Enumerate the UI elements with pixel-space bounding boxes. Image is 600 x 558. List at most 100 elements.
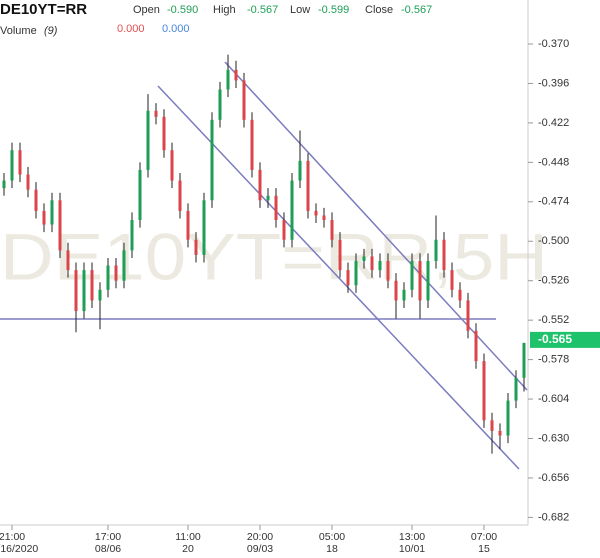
candle-body (466, 300, 470, 331)
x-tick-label: 07:00 (471, 531, 497, 543)
x-tick-label: 05:00 (319, 531, 345, 543)
candle-body (234, 69, 238, 81)
candle-body (354, 260, 358, 286)
x-tick-label: 15 (478, 543, 490, 555)
candle-body (330, 220, 334, 240)
candle-body (450, 270, 454, 290)
x-tick-label: 10/01 (399, 543, 425, 555)
candle-body (10, 150, 14, 181)
field-name: Open (133, 4, 160, 16)
candle-body (74, 270, 78, 312)
candle-body (498, 430, 502, 436)
candle-body (194, 239, 198, 255)
candle-body (338, 239, 342, 271)
y-tick-label: -0.630 (538, 432, 569, 444)
candle-body (362, 256, 366, 261)
candle-body (482, 361, 486, 421)
candle-body (18, 150, 22, 175)
field-value: -0.590 (167, 4, 198, 16)
x-tick-label: 07/16/2020 (0, 543, 38, 555)
candle-body (162, 116, 166, 151)
y-tick-label: -0.422 (538, 117, 569, 129)
candle-body (186, 210, 190, 240)
field-value: -0.567 (401, 4, 432, 16)
candle-body (274, 195, 278, 221)
x-tick-label: 08/06 (95, 543, 121, 555)
candle-body (314, 210, 318, 216)
volume-label: Volume (0, 25, 37, 37)
field-name: Close (365, 4, 393, 16)
y-tick-label: -0.604 (538, 393, 569, 405)
field-name: Low (290, 4, 310, 16)
candle-body (146, 110, 150, 170)
channel-line (157, 85, 520, 470)
x-tick-label: 17:00 (95, 531, 121, 543)
candle-body (98, 289, 102, 301)
candle-body (50, 200, 54, 225)
candle-body (386, 260, 390, 281)
x-tick-label: 18 (326, 543, 338, 555)
y-tick-label: -0.396 (538, 77, 569, 89)
x-tick-label: 20:00 (247, 531, 273, 543)
candle-body (346, 270, 350, 286)
candle-body (178, 180, 182, 211)
y-tick-label: -0.474 (538, 196, 569, 208)
field-value: -0.599 (318, 4, 349, 16)
candle-body (26, 174, 30, 190)
candle-body (426, 260, 430, 301)
candle-body (506, 400, 510, 436)
y-tick-label: -0.526 (538, 275, 569, 287)
candle-body (402, 289, 406, 301)
candle-body (298, 160, 302, 181)
candle-body (202, 200, 206, 255)
candle-body (442, 239, 446, 271)
candle-body (322, 215, 326, 221)
candle-body (66, 250, 70, 271)
candle-body (490, 420, 494, 431)
x-tick-label: 21:00 (0, 531, 25, 543)
symbol: DE10YT=RR (0, 1, 87, 18)
candle-body (42, 210, 46, 225)
candle-body (154, 110, 158, 117)
candle-body (106, 265, 110, 290)
candle-body (242, 80, 246, 120)
volume-period: (9) (44, 25, 58, 37)
candle-body (122, 250, 126, 281)
candle-body (474, 330, 478, 362)
candle-body (34, 189, 38, 211)
volume-value: 0.000 (117, 23, 145, 35)
y-tick-label: -0.448 (538, 156, 569, 168)
y-tick-label: -0.370 (538, 38, 569, 50)
candle-body (514, 377, 518, 401)
candle-body (138, 169, 142, 221)
candle-body (218, 89, 222, 120)
candle-body (226, 69, 230, 90)
candle-body (458, 289, 462, 301)
candle-body (418, 260, 422, 301)
y-tick-label: -0.656 (538, 472, 569, 484)
field-name: High (213, 4, 236, 16)
candle-body (410, 260, 414, 290)
candle-body (266, 195, 270, 201)
candle-body (82, 270, 86, 312)
watermark: DE10YT=RR,5H (0, 219, 548, 293)
candle-body (114, 265, 118, 281)
price-badge-label: -0.565 (538, 332, 572, 346)
y-tick-label: -0.500 (538, 235, 569, 247)
x-tick-label: 13:00 (399, 531, 425, 543)
candle-body (394, 280, 398, 301)
candle-body (522, 342, 526, 378)
candle-body (170, 150, 174, 181)
candle-body (130, 220, 134, 251)
x-tick-label: 11:00 (175, 531, 201, 543)
candle-body (306, 160, 310, 211)
y-tick-label: -0.552 (538, 314, 569, 326)
candle-body (282, 220, 286, 240)
candle-body (2, 180, 6, 189)
candle-body (58, 200, 62, 251)
candle-body (210, 119, 214, 201)
price-badge (530, 331, 600, 348)
candle-body (378, 260, 382, 271)
candle-body (434, 239, 438, 261)
